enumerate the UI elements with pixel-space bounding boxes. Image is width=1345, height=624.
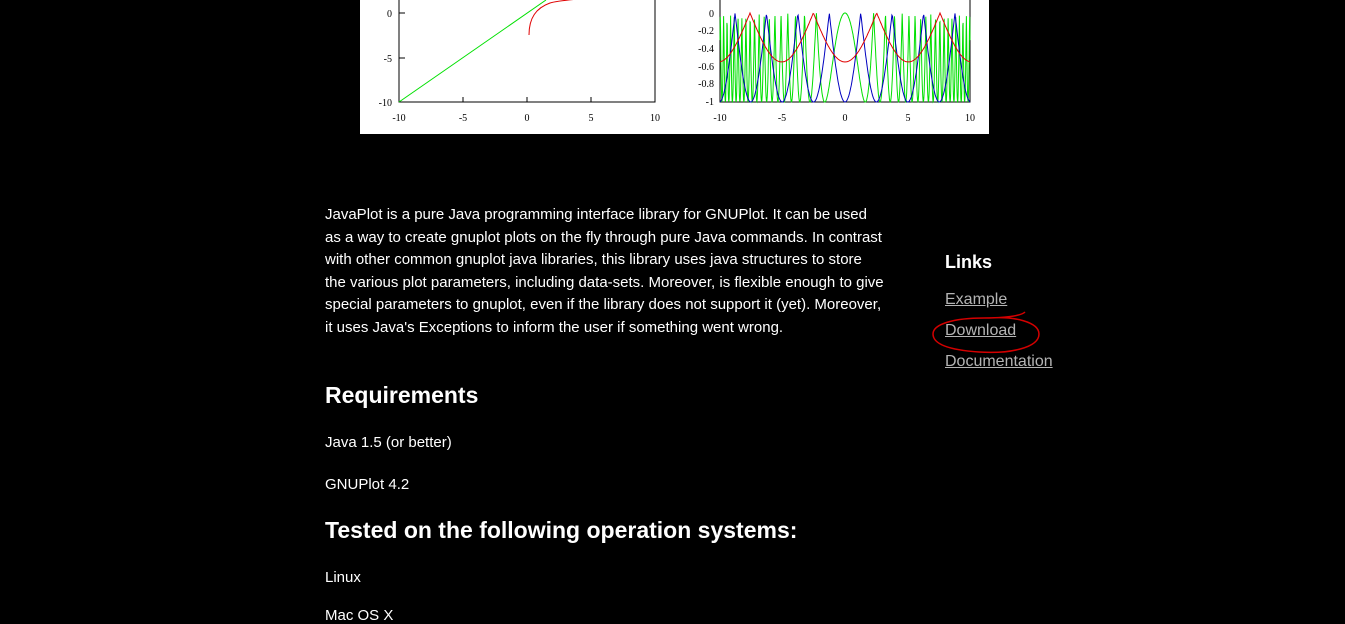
documentation-link[interactable]: Documentation	[945, 353, 1053, 370]
left-plot-frame	[398, 0, 656, 103]
right-xtick-label-1: -5	[778, 113, 786, 124]
plot-svg: 0 -5 -10 -10 -5 0 5 10 0 -0.2 -0.4 -0.6 …	[379, 0, 975, 124]
example-link[interactable]: Example	[945, 291, 1008, 308]
right-ytick-label-4: -0.8	[698, 79, 714, 90]
right-ytick-label-3: -0.6	[698, 62, 714, 73]
right-series-red	[719, 11, 971, 63]
left-xtick-label-2: 0	[525, 113, 530, 124]
right-plot: 0 -0.2 -0.4 -0.6 -0.8 -1 -10 -5 0 5 10	[698, 0, 975, 124]
left-xtick-label-1: -5	[459, 113, 467, 124]
right-series-green	[719, 12, 971, 104]
download-link[interactable]: Download	[945, 322, 1017, 339]
left-xtick-label-3: 5	[589, 113, 594, 124]
right-ytick-label-1: -0.2	[698, 26, 714, 37]
right-xtick-label-4: 10	[965, 113, 975, 124]
intro-paragraph: JavaPlot is a pure Java programming inte…	[325, 206, 884, 336]
right-xtick-label-0: -10	[713, 113, 726, 124]
right-ytick-label-5: -1	[706, 97, 714, 108]
left-ytick-label-2: -10	[379, 98, 392, 109]
left-series-red	[528, 0, 574, 36]
left-series-green	[398, 0, 547, 103]
left-plot: 0 -5 -10 -10 -5 0 5 10	[379, 0, 660, 124]
requirement-item: GNUPlot 4.2	[325, 476, 410, 493]
os-item: Linux	[325, 569, 361, 586]
left-ytick-label-0: 0	[387, 9, 392, 20]
os-heading: Tested on the following operation system…	[325, 517, 798, 543]
links-sidebar: Links Example Download Documentation	[945, 252, 1053, 382]
left-xtick-label-0: -10	[392, 113, 405, 124]
right-xtick-label-2: 0	[843, 113, 848, 124]
requirement-item: Java 1.5 (or better)	[325, 434, 452, 451]
left-ytick-label-1: -5	[384, 54, 392, 65]
right-xtick-label-3: 5	[906, 113, 911, 124]
right-series-blue	[719, 13, 971, 103]
right-ytick-label-2: -0.4	[698, 44, 714, 55]
requirements-heading: Requirements	[325, 382, 479, 408]
plot-figure: 0 -5 -10 -10 -5 0 5 10 0 -0.2 -0.4 -0.6 …	[360, 0, 989, 134]
right-ytick-label-0: 0	[709, 9, 714, 20]
links-title: Links	[945, 252, 993, 272]
left-xtick-label-4: 10	[650, 113, 660, 124]
